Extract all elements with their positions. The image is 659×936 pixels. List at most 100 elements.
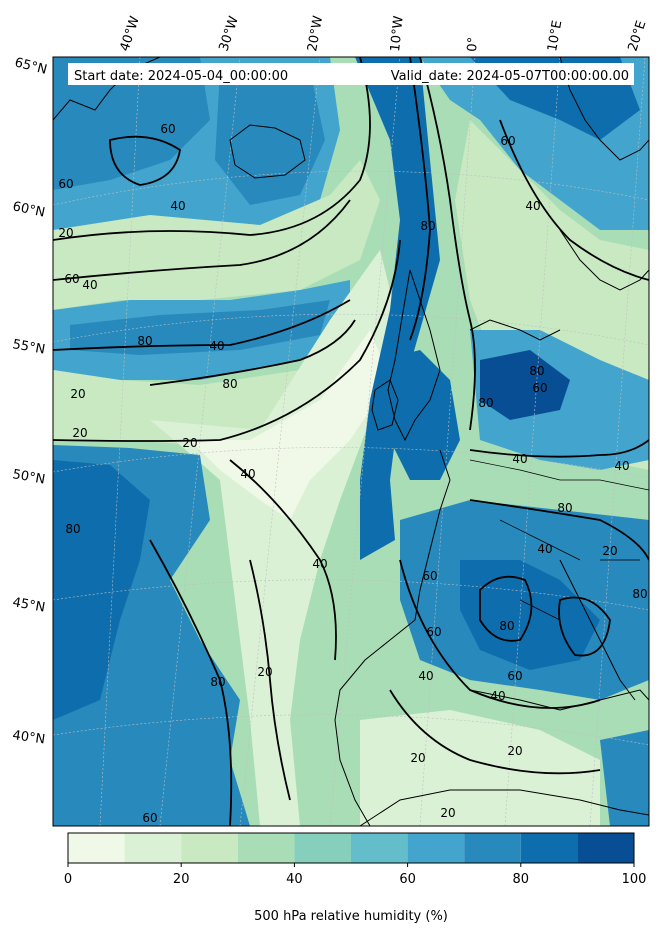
border-lines-europe [469, 459, 649, 621]
moist-region-southeast [600, 730, 649, 826]
contour-label: 20 [58, 226, 73, 240]
lat-label-40n: 40°N [11, 728, 46, 747]
colorbar-cell [294, 833, 351, 863]
lon-label-20e: 20°E [626, 19, 650, 53]
moist-region-iceland [215, 70, 325, 205]
contour-20-north [53, 57, 371, 241]
contour-label: 40 [240, 467, 255, 481]
dry-core-iberia [360, 710, 600, 826]
colorbar-title: 500 hPa relative humidity (%) [254, 909, 448, 924]
coastline-british-isles [387, 269, 441, 442]
contour-label: 60 [58, 177, 73, 191]
contour-label: 40 [490, 689, 505, 703]
colorbar-tick-label: 20 [173, 872, 190, 887]
contour-label: 20 [440, 806, 455, 820]
contour-label: 80 [210, 675, 225, 689]
contour-label: 80 [65, 522, 80, 536]
colorbar-cell [464, 833, 521, 863]
contour-label: 80 [499, 619, 514, 633]
contour-label: 20 [602, 544, 617, 558]
contour-label: 80 [137, 334, 152, 348]
gridline-lon-0 [419, 57, 476, 826]
colorbar-cell [407, 833, 465, 863]
contour-label: 20 [182, 436, 197, 450]
gridline-lat-50n [53, 447, 649, 479]
contour-40-mediterranean [399, 559, 601, 709]
contour-40-south [229, 459, 337, 661]
contour-80-meridional [409, 57, 431, 341]
moist-region-british-isles [380, 350, 460, 480]
contour-label: 20 [410, 751, 425, 765]
contour-label: 60 [422, 569, 437, 583]
contour-label: 20 [72, 426, 87, 440]
moist-band-atlantic-core [70, 300, 330, 355]
contour-label: 60 [142, 811, 157, 825]
moist-band-meridional [355, 57, 440, 560]
contour-label: 40 [537, 542, 552, 556]
contour-label: 40 [614, 459, 629, 473]
gridline-lat-60n [53, 170, 649, 206]
map-panel: 20 20 20 20 20 20 20 20 20 40 40 40 40 4… [53, 57, 649, 826]
contour-label: 80 [478, 396, 493, 410]
contour-label: 20 [257, 665, 272, 679]
contour-label: 60 [507, 669, 522, 683]
contour-label: 60 [160, 122, 175, 136]
coastline-italy [559, 559, 636, 701]
contour-label: 40 [170, 199, 185, 213]
contour-label: 20 [70, 387, 85, 401]
moist-region-northwest-core [53, 57, 210, 190]
colorbar-cell [68, 833, 125, 863]
contour-label: 40 [525, 199, 540, 213]
coastline-iceland [229, 124, 306, 179]
colorbar-cell [181, 833, 238, 863]
colorbar-frame [67, 832, 635, 864]
colorbar-tick-label: 80 [513, 872, 530, 887]
start-date-label: Start date: 2024-05-04_00:00:00 [74, 69, 288, 84]
coastline-norway [559, 57, 649, 161]
lon-label-20w: 20°W [305, 15, 326, 53]
colorbar-tick-label: 60 [399, 872, 416, 887]
coastlines [53, 57, 649, 826]
graticule [53, 57, 649, 826]
colorbar: 0 20 40 60 80 100 500 hPa relative humidity (… [64, 832, 647, 924]
contour-labels: 20 20 20 20 20 20 20 20 20 40 40 40 40 4… [58, 122, 647, 825]
contour-80-mid [149, 319, 356, 386]
latitude-labels: 65°N 60°N 55°N 50°N 45°N 40°N [11, 55, 48, 747]
lat-label-55n: 55°N [11, 337, 46, 357]
contour-20-iberia [389, 689, 601, 775]
lon-label-30w: 30°W [217, 14, 242, 53]
lat-label-50n: 50°N [11, 467, 46, 487]
lon-label-0: 0° [465, 36, 481, 52]
contour-lines [53, 57, 649, 826]
contour-40-central-europe [469, 439, 649, 458]
colorbar-cells [68, 833, 634, 863]
coastline-ireland [371, 379, 399, 431]
colorbar-cell [124, 833, 182, 863]
colorbar-cell [237, 833, 295, 863]
moist-region-southwest-core [53, 460, 150, 720]
lat-label-45n: 45°N [11, 595, 46, 615]
contour-80-south [149, 539, 233, 826]
contour-label: 40 [418, 669, 433, 683]
contour-label: 80 [529, 364, 544, 378]
lat-label-65n: 65°N [13, 55, 48, 77]
contour-label: 20 [507, 744, 522, 758]
contour-40-east [499, 119, 649, 281]
contour-label: 80 [557, 501, 572, 515]
colorbar-tick-label: 40 [286, 872, 303, 887]
contour-label: 60 [426, 625, 441, 639]
lat-label-60n: 60°N [11, 199, 46, 220]
longitude-labels: 40°W 30°W 20°W 10°W 0° 10°E 20°E [118, 14, 650, 53]
valid-date-label: Valid_date: 2024-05-07T00:00:00.00 [391, 69, 629, 84]
lon-label-40w: 40°W [118, 14, 143, 53]
coastline-north-sea [469, 319, 561, 341]
colorbar-tick-label: 0 [64, 872, 72, 887]
gridline-lat-55n [53, 313, 649, 346]
contour-label: 40 [209, 339, 224, 353]
date-header-box [68, 63, 634, 85]
lon-label-10e: 10°E [545, 19, 565, 52]
contour-label: 40 [312, 557, 327, 571]
colorbar-tick-label: 100 [622, 872, 647, 887]
contour-label: 60 [532, 381, 547, 395]
